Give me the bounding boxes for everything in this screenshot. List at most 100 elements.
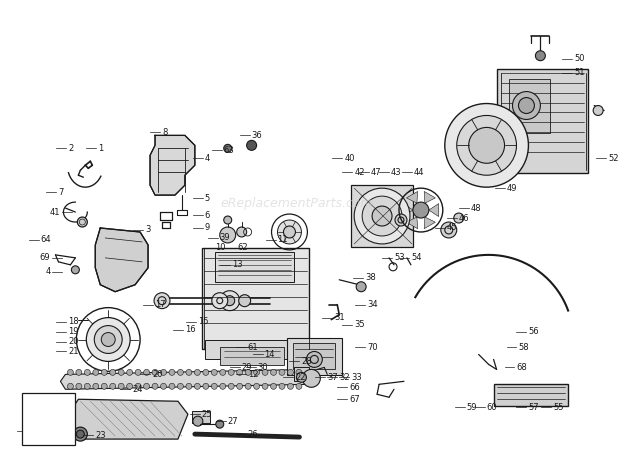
Circle shape: [518, 97, 534, 114]
Text: 70: 70: [367, 343, 378, 352]
Circle shape: [354, 188, 410, 244]
Circle shape: [68, 383, 73, 389]
Circle shape: [203, 369, 209, 375]
Circle shape: [186, 369, 192, 375]
Circle shape: [270, 383, 277, 389]
Text: 50: 50: [574, 54, 585, 63]
Bar: [205, 340, 304, 359]
Circle shape: [219, 227, 236, 243]
Circle shape: [169, 383, 175, 389]
Circle shape: [219, 369, 226, 375]
Text: 63: 63: [224, 146, 234, 155]
Text: 46: 46: [459, 213, 469, 222]
FancyBboxPatch shape: [22, 393, 76, 445]
Circle shape: [211, 369, 217, 375]
Text: 38: 38: [365, 273, 376, 282]
Circle shape: [126, 383, 133, 389]
Circle shape: [211, 383, 217, 389]
Bar: [508, 78, 551, 133]
Circle shape: [288, 383, 293, 389]
Text: 33: 33: [351, 373, 362, 382]
Circle shape: [71, 266, 79, 274]
Circle shape: [593, 106, 603, 115]
Circle shape: [152, 369, 158, 375]
Circle shape: [76, 369, 82, 375]
Circle shape: [135, 369, 141, 375]
Circle shape: [283, 226, 296, 238]
Circle shape: [413, 202, 429, 218]
Circle shape: [93, 369, 99, 375]
Circle shape: [101, 332, 115, 346]
Circle shape: [76, 383, 82, 389]
Text: 1: 1: [99, 144, 104, 153]
Circle shape: [78, 217, 87, 227]
Text: 37: 37: [327, 373, 338, 382]
Circle shape: [84, 383, 91, 389]
Bar: [247, 292, 270, 308]
Text: 65: 65: [29, 427, 39, 436]
Bar: [294, 368, 309, 382]
Text: 49: 49: [507, 184, 517, 193]
Text: 32: 32: [339, 373, 350, 382]
Circle shape: [101, 383, 107, 389]
Circle shape: [177, 369, 184, 375]
Text: 9: 9: [205, 224, 210, 232]
Circle shape: [445, 104, 528, 187]
Text: 29: 29: [242, 363, 252, 372]
Text: Chain
Brake
Kt: Chain Brake Kt: [35, 404, 61, 434]
Text: 4: 4: [205, 154, 210, 163]
Circle shape: [228, 383, 234, 389]
Text: 15: 15: [198, 317, 208, 326]
Circle shape: [237, 369, 242, 375]
Bar: [192, 411, 210, 423]
Circle shape: [73, 427, 87, 441]
Text: 14: 14: [265, 350, 275, 359]
Text: 25: 25: [202, 410, 212, 419]
Text: 60: 60: [487, 403, 497, 412]
Circle shape: [216, 420, 224, 428]
Text: 69: 69: [40, 253, 50, 262]
Bar: [351, 185, 413, 247]
Text: 68: 68: [516, 363, 527, 372]
Text: 41: 41: [50, 207, 60, 216]
Circle shape: [536, 51, 546, 61]
Circle shape: [93, 383, 99, 389]
Text: 27: 27: [228, 417, 238, 426]
Circle shape: [135, 383, 141, 389]
Circle shape: [212, 293, 228, 308]
Text: 62: 62: [237, 244, 248, 253]
Text: 45: 45: [447, 224, 458, 232]
Text: 7: 7: [58, 188, 64, 197]
Circle shape: [110, 369, 116, 375]
Circle shape: [279, 369, 285, 375]
Text: 5: 5: [205, 193, 210, 202]
Text: 2: 2: [68, 144, 74, 153]
Circle shape: [457, 115, 516, 175]
Circle shape: [161, 369, 167, 375]
Text: 17: 17: [155, 300, 166, 309]
Polygon shape: [60, 369, 314, 389]
Text: 53: 53: [394, 253, 405, 262]
Text: eReplacementParts.com: eReplacementParts.com: [221, 197, 373, 210]
Bar: [497, 69, 588, 173]
Text: 47: 47: [371, 168, 382, 177]
Text: 40: 40: [344, 154, 355, 163]
Bar: [494, 384, 569, 406]
Text: 26: 26: [247, 430, 259, 439]
Circle shape: [144, 369, 149, 375]
Circle shape: [288, 369, 293, 375]
Circle shape: [262, 369, 268, 375]
Polygon shape: [406, 217, 418, 229]
Text: 59: 59: [467, 403, 477, 412]
Circle shape: [245, 383, 251, 389]
Text: 56: 56: [528, 327, 539, 336]
Circle shape: [254, 383, 260, 389]
Text: 22: 22: [296, 373, 306, 382]
Polygon shape: [424, 191, 435, 203]
Text: 28: 28: [301, 357, 312, 366]
Text: 34: 34: [367, 300, 378, 309]
Text: 57: 57: [528, 403, 539, 412]
Circle shape: [68, 369, 73, 375]
Text: 12: 12: [247, 370, 258, 379]
Text: 18: 18: [68, 317, 79, 326]
